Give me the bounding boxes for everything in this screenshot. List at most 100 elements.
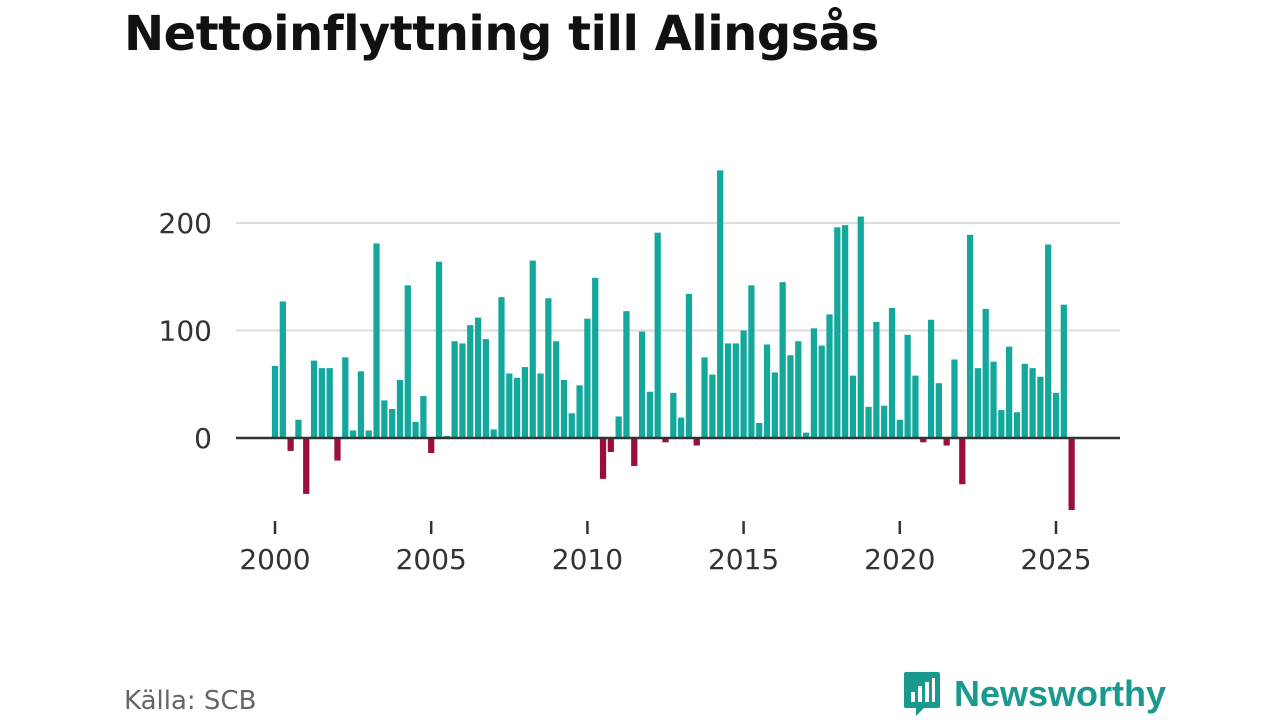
bar	[771, 372, 778, 438]
bar	[662, 438, 669, 443]
bar	[506, 373, 513, 438]
bar	[287, 438, 294, 451]
x-tick-label: 2015	[708, 543, 779, 576]
bar	[615, 416, 622, 438]
bar	[389, 408, 396, 438]
bar	[529, 260, 536, 439]
bar	[373, 243, 380, 438]
bar	[685, 293, 693, 438]
bar	[646, 391, 654, 438]
bar	[412, 421, 419, 439]
x-tick-label: 2025	[1020, 543, 1091, 576]
bar	[435, 261, 443, 438]
bar	[724, 343, 732, 438]
bar	[271, 365, 279, 438]
brand-logo[interactable]: Newsworthy	[902, 670, 1166, 718]
bar	[607, 438, 614, 452]
bar	[428, 438, 435, 454]
bar	[849, 375, 857, 438]
bar	[943, 438, 950, 446]
bar	[740, 330, 747, 438]
bar	[935, 383, 942, 438]
bar	[966, 234, 974, 438]
bar	[482, 339, 489, 438]
bar	[802, 432, 810, 439]
bar	[545, 298, 552, 438]
bar	[1013, 412, 1021, 438]
y-tick-label: 100	[159, 315, 212, 348]
bar	[763, 344, 771, 438]
bar	[857, 216, 864, 438]
bar	[693, 438, 700, 446]
bar	[748, 285, 755, 438]
bar	[951, 359, 958, 438]
bar	[959, 438, 966, 485]
bar	[381, 400, 388, 439]
bar	[404, 285, 411, 438]
bar	[638, 331, 646, 438]
bar	[787, 355, 794, 438]
bar	[701, 357, 708, 439]
bar	[396, 379, 404, 438]
chart-title: Nettoinflyttning till Alingsås	[124, 6, 879, 62]
bar	[326, 368, 333, 439]
bar	[474, 317, 482, 438]
bar	[678, 417, 685, 438]
bar	[881, 405, 888, 438]
x-tick-label: 2010	[552, 543, 623, 576]
bar	[1052, 392, 1060, 438]
bar	[451, 341, 458, 438]
bar	[927, 319, 935, 438]
bar	[654, 232, 661, 438]
bar	[873, 321, 880, 438]
bar	[990, 361, 997, 438]
source-note: Källa: SCB	[124, 686, 257, 716]
bar	[310, 360, 318, 438]
bar	[896, 419, 903, 438]
bar	[1037, 376, 1044, 438]
bar	[998, 410, 1005, 438]
bar	[982, 309, 989, 438]
bar	[1006, 346, 1013, 439]
bars	[271, 170, 1075, 511]
bar	[842, 225, 849, 438]
bar	[357, 371, 365, 438]
bar	[279, 301, 286, 438]
newsworthy-logo-icon	[904, 672, 940, 716]
bar	[576, 385, 583, 438]
bar	[818, 345, 825, 438]
bar	[865, 406, 872, 438]
bar	[1045, 244, 1052, 438]
bar	[795, 341, 802, 438]
bar	[834, 227, 841, 438]
bar	[974, 368, 982, 439]
bar	[349, 430, 357, 438]
bar	[779, 282, 786, 439]
bar	[568, 413, 575, 438]
bar	[904, 334, 911, 438]
bar	[670, 392, 677, 438]
x-tick-label: 2020	[864, 543, 935, 576]
bar	[365, 430, 372, 438]
bar	[490, 429, 497, 438]
bar	[709, 374, 716, 438]
y-tick-label: 200	[159, 207, 212, 240]
brand-name: Newsworthy	[954, 673, 1167, 714]
bar	[342, 357, 349, 439]
bar	[584, 318, 591, 438]
bar	[318, 368, 325, 439]
bar	[912, 375, 919, 438]
bar	[498, 297, 505, 438]
bar	[1068, 438, 1075, 511]
bar	[303, 438, 310, 494]
bar	[888, 307, 896, 438]
y-tick-label: 0	[194, 422, 212, 455]
bar	[732, 343, 739, 438]
x-tick-label: 2005	[396, 543, 467, 576]
axes: 0 100 200 2000 2005 2010 2015 2020 2025	[159, 207, 1120, 576]
bar	[623, 311, 630, 438]
bar	[537, 373, 544, 438]
bar	[467, 325, 474, 439]
bar	[459, 343, 466, 438]
